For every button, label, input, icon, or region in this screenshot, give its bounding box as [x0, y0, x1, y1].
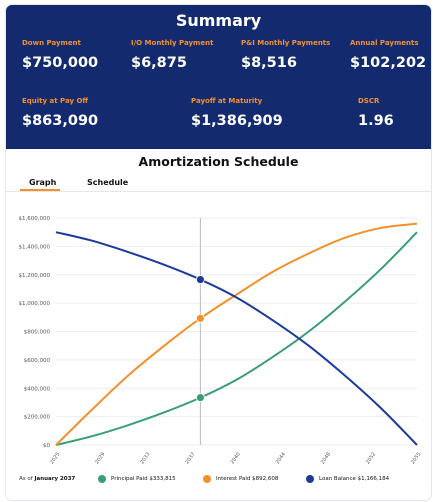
chart-markers — [195, 275, 205, 403]
equity-at-payoff-label: Equity at Pay Off — [22, 97, 89, 105]
x-tick-label: 2052 — [365, 451, 377, 465]
loan-balance-marker[interactable] — [195, 275, 205, 284]
interest-dot — [203, 475, 211, 483]
as-of-prefix: As of — [19, 476, 33, 482]
pi-monthly-payments-value: $8,516 — [241, 55, 297, 71]
principal-paid-marker[interactable] — [195, 393, 205, 403]
y-tick-label: $1,600,000 — [19, 216, 51, 222]
legend-interest[interactable]: Interest Paid $892,608 — [203, 474, 278, 484]
summary-panel: Summary Down Payment $750,000 I/O Monthl… — [6, 5, 431, 149]
legend-balance[interactable]: Loan Balance $1,166,184 — [306, 474, 389, 484]
y-axis-ticks: $0 $200,000 $400,000 $600,000 $800,000 $1,000… — [19, 216, 51, 449]
x-tick-label: 2048 — [320, 451, 332, 465]
balance-dot — [306, 475, 314, 483]
interest-paid-marker[interactable] — [195, 313, 205, 323]
payoff-at-maturity-label: Payoff at Maturity — [191, 97, 263, 105]
annual-payments-value: $102,202 — [350, 55, 427, 71]
y-tick-label: $1,200,000 — [19, 273, 51, 279]
io-monthly-payment-value: $6,875 — [131, 55, 187, 71]
y-tick-label: $0 — [43, 443, 50, 449]
y-tick-label: $1,400,000 — [19, 244, 51, 250]
x-tick-label: 2040 — [230, 451, 242, 465]
x-tick-label: 2025 — [49, 451, 61, 465]
legend-as-of: As of January 2037 — [19, 476, 75, 482]
tab-schedule[interactable]: Schedule — [87, 178, 129, 187]
x-tick-label: 2029 — [94, 451, 106, 465]
y-tick-label: $200,000 — [24, 415, 51, 421]
tab-divider — [6, 191, 431, 192]
x-tick-label: 2044 — [275, 451, 287, 465]
amortization-chart[interactable]: $0 $200,000 $400,000 $600,000 $800,000 $1,000… — [6, 195, 431, 470]
legend-principal[interactable]: Principal Paid $333,815 — [98, 474, 176, 484]
down-payment-label: Down Payment — [22, 39, 81, 47]
principal-dot — [98, 475, 106, 483]
equity-at-payoff-value: $863,090 — [22, 113, 99, 129]
y-tick-label: $400,000 — [24, 386, 51, 392]
payoff-at-maturity-value: $1,386,909 — [191, 113, 283, 129]
pi-monthly-payments-label: P&I Monthly Payments — [241, 39, 331, 47]
legend-balance-label: Loan Balance $1,166,184 — [319, 476, 390, 482]
x-tick-label: 2037 — [184, 451, 196, 465]
down-payment-value: $750,000 — [22, 55, 99, 71]
chart-series — [55, 222, 418, 446]
y-tick-label: $800,000 — [24, 330, 51, 336]
annual-payments-label: Annual Payments — [350, 39, 419, 47]
principal-paid-line — [55, 231, 418, 446]
x-axis-ticks: 2025 2029 2033 2037 2040 2044 2048 2052 2055 — [49, 451, 422, 465]
io-monthly-payment-label: I/O Monthly Payment — [131, 39, 214, 47]
amortization-title: Amortization Schedule — [138, 154, 299, 169]
x-tick-label: 2055 — [410, 451, 422, 465]
active-tab-indicator — [20, 189, 60, 191]
loan-balance-line — [55, 231, 418, 446]
summary-title: Summary — [175, 11, 262, 30]
tab-graph[interactable]: Graph — [29, 178, 57, 187]
legend-interest-label: Interest Paid $892,608 — [216, 476, 279, 482]
dscr-label: DSCR — [358, 97, 380, 105]
dscr-value: 1.96 — [358, 113, 394, 129]
chart-grid — [56, 217, 417, 446]
calculator-card: Summary Down Payment $750,000 I/O Monthl… — [6, 5, 431, 500]
y-tick-label: $600,000 — [24, 358, 51, 364]
interest-paid-line — [55, 222, 418, 446]
legend-principal-label: Principal Paid $333,815 — [111, 476, 176, 482]
as-of-date: January 2037 — [34, 476, 76, 482]
y-tick-label: $1,000,000 — [19, 301, 51, 307]
x-tick-label: 2033 — [139, 451, 151, 465]
